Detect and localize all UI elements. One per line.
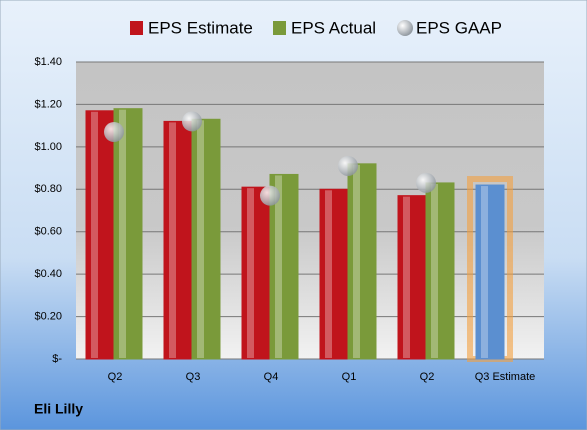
y-tick-label: $1.20 bbox=[34, 98, 62, 110]
gaap-marker bbox=[416, 172, 436, 193]
y-tick-label: $1.00 bbox=[34, 141, 62, 153]
x-tick-label: Q4 bbox=[264, 371, 279, 383]
bar-shine bbox=[247, 188, 254, 358]
bar-shine bbox=[353, 164, 360, 358]
y-tick-label: $0.80 bbox=[34, 183, 62, 195]
bar-shine bbox=[403, 196, 410, 358]
bar bbox=[269, 173, 299, 360]
bar bbox=[347, 163, 377, 360]
x-tick-label: Q1 bbox=[342, 371, 357, 383]
bar-shine bbox=[91, 111, 98, 359]
bar-shine bbox=[431, 183, 438, 358]
footer: Eli Lilly bbox=[34, 401, 83, 417]
bar bbox=[475, 184, 505, 360]
bar bbox=[425, 182, 455, 360]
y-tick-label: $1.40 bbox=[34, 56, 62, 68]
y-tick-label: $0.60 bbox=[34, 226, 62, 238]
bar-shine bbox=[325, 190, 332, 358]
x-tick-label: Q3 bbox=[186, 371, 201, 383]
bar-shine bbox=[119, 109, 126, 359]
plot-area bbox=[76, 62, 544, 359]
gaap-marker bbox=[182, 111, 202, 132]
bar-shine bbox=[197, 120, 204, 359]
gaap-marker bbox=[338, 155, 358, 176]
gaap-marker bbox=[104, 122, 124, 143]
legend-marker bbox=[273, 21, 286, 35]
bar bbox=[113, 108, 143, 360]
bar-shine bbox=[275, 175, 282, 358]
bar bbox=[85, 110, 115, 360]
bar bbox=[163, 120, 193, 360]
bar bbox=[191, 118, 221, 360]
legend-marker bbox=[397, 20, 413, 36]
bar bbox=[397, 195, 427, 360]
legend-label: EPS Estimate bbox=[148, 18, 253, 37]
legend-label: EPS GAAP bbox=[416, 18, 502, 37]
bar bbox=[319, 188, 349, 360]
legend-marker bbox=[130, 21, 143, 35]
x-tick-label: Q2 bbox=[108, 371, 123, 383]
legend-label: EPS Actual bbox=[291, 18, 376, 37]
y-tick-label: $0.40 bbox=[34, 268, 62, 280]
x-tick-label: Q2 bbox=[420, 371, 435, 383]
gaap-marker bbox=[260, 185, 280, 206]
x-tick-label: Q3 Estimate bbox=[475, 371, 536, 383]
bar bbox=[241, 186, 271, 360]
bar-shine bbox=[481, 186, 488, 358]
y-tick-label: $0.20 bbox=[34, 310, 62, 322]
bar-shine bbox=[169, 122, 176, 359]
y-tick-label: $- bbox=[52, 353, 62, 365]
